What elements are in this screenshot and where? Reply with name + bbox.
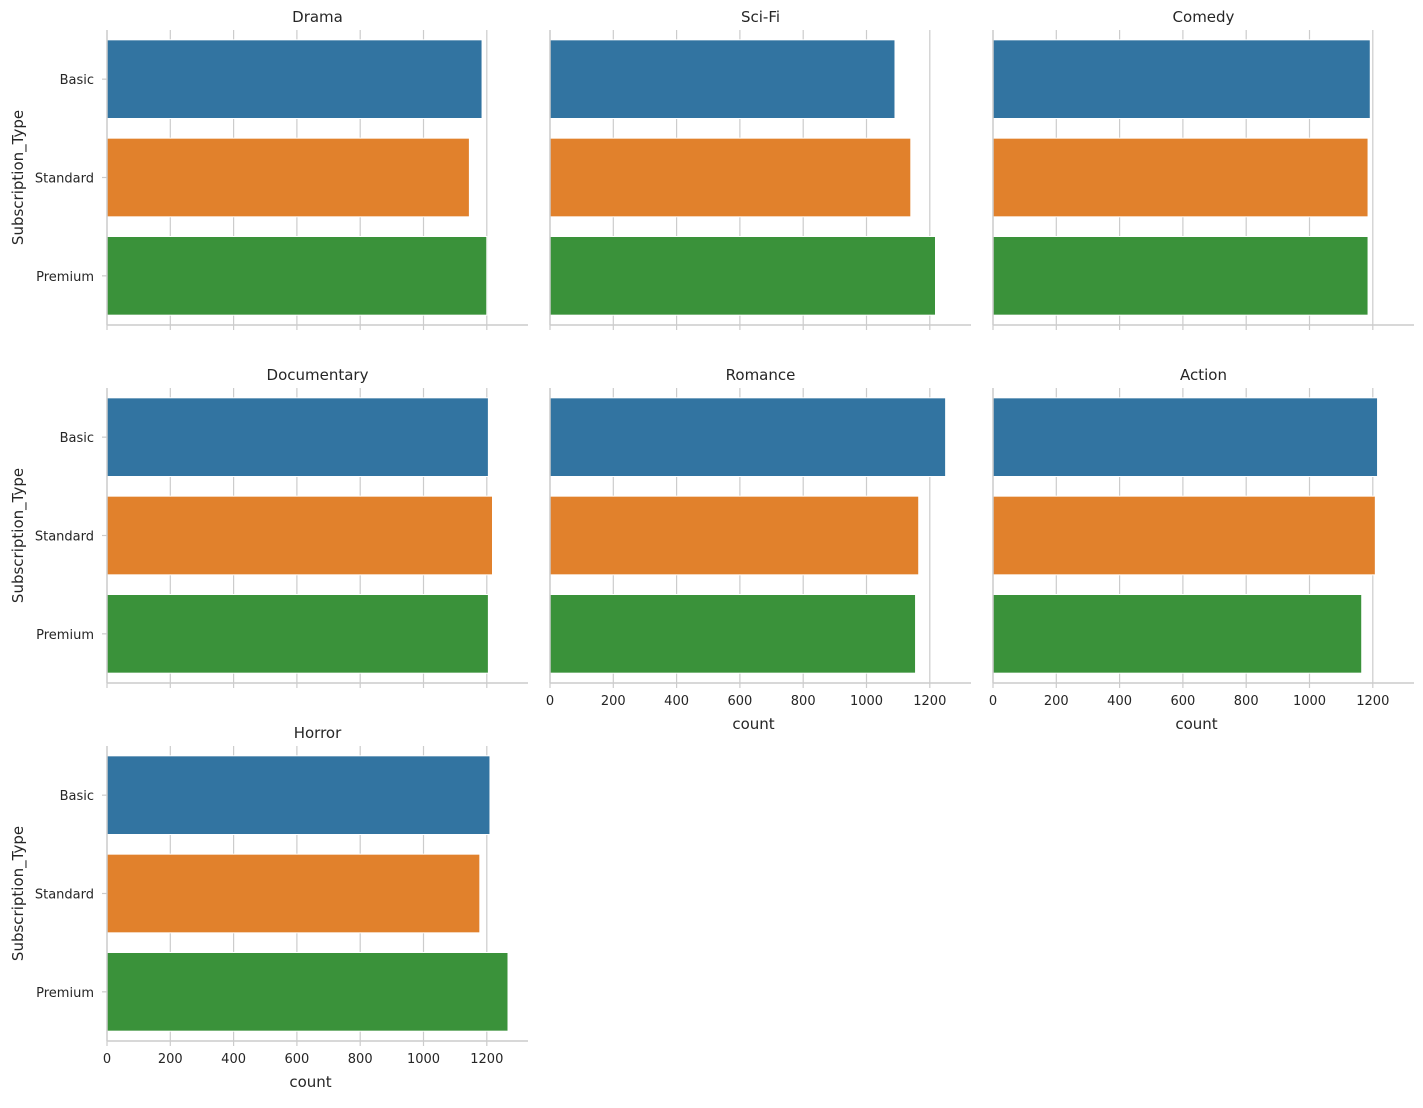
ytick-label-drama-basic: Basic — [60, 73, 94, 88]
ytick-label-horror-standard: Standard — [35, 888, 94, 903]
facet-title-comedy: Comedy — [1173, 8, 1235, 26]
bar-sci-fi-premium — [549, 236, 936, 316]
bar-comedy-standard — [992, 137, 1369, 218]
x-axis-title-romance: count — [732, 715, 774, 733]
xtick-label-action-1000: 1000 — [1293, 694, 1326, 709]
x-axis-title-horror: count — [289, 1073, 331, 1091]
x-axis-title-action: count — [1175, 715, 1217, 733]
bar-horror-premium — [106, 952, 509, 1032]
bar-comedy-basic — [992, 39, 1371, 119]
bar-documentary-standard — [106, 495, 493, 576]
facet-title-documentary: Documentary — [267, 366, 369, 384]
facet-title-romance: Romance — [726, 366, 796, 384]
xtick-label-horror-800: 800 — [348, 1052, 373, 1067]
bar-horror-basic — [106, 755, 491, 835]
facet-title-drama: Drama — [292, 8, 343, 26]
ytick-label-documentary-premium: Premium — [36, 628, 94, 643]
bar-romance-premium — [549, 594, 917, 674]
ytick-label-drama-premium: Premium — [36, 270, 94, 285]
ytick-label-drama-standard: Standard — [35, 172, 94, 187]
xtick-label-action-0: 0 — [989, 694, 997, 709]
ytick-label-documentary-standard: Standard — [35, 530, 94, 545]
xtick-label-action-600: 600 — [1170, 694, 1195, 709]
xtick-label-romance-400: 400 — [664, 694, 689, 709]
xtick-label-romance-600: 600 — [727, 694, 752, 709]
xtick-label-action-400: 400 — [1107, 694, 1132, 709]
xtick-label-horror-400: 400 — [221, 1052, 246, 1067]
bar-drama-basic — [106, 39, 483, 119]
bar-comedy-premium — [992, 236, 1369, 316]
ytick-label-horror-premium: Premium — [36, 986, 94, 1001]
xtick-label-romance-1200: 1200 — [913, 694, 946, 709]
facet-title-horror: Horror — [294, 724, 342, 742]
xtick-label-action-200: 200 — [1044, 694, 1069, 709]
xtick-label-romance-200: 200 — [601, 694, 626, 709]
bar-drama-premium — [106, 236, 488, 316]
xtick-label-horror-600: 600 — [284, 1052, 309, 1067]
bar-drama-standard — [106, 137, 470, 218]
xtick-label-horror-0: 0 — [103, 1052, 111, 1067]
bar-horror-standard — [106, 853, 481, 934]
xtick-label-horror-1000: 1000 — [407, 1052, 440, 1067]
bar-action-basic — [992, 397, 1379, 478]
xtick-label-romance-0: 0 — [546, 694, 554, 709]
y-axis-title-documentary: Subscription_Type — [9, 468, 28, 603]
xtick-label-romance-1000: 1000 — [850, 694, 883, 709]
y-axis-title-horror: Subscription_Type — [9, 826, 28, 961]
xtick-label-horror-1200: 1200 — [470, 1052, 503, 1067]
xtick-label-romance-800: 800 — [791, 694, 816, 709]
ytick-label-horror-basic: Basic — [60, 789, 94, 804]
bar-sci-fi-standard — [549, 137, 912, 218]
y-axis-title-drama: Subscription_Type — [9, 110, 28, 245]
bar-romance-basic — [549, 397, 947, 478]
bar-documentary-basic — [106, 397, 489, 478]
bar-romance-standard — [549, 495, 920, 576]
xtick-label-action-1200: 1200 — [1356, 694, 1389, 709]
facet-title-sci-fi: Sci-Fi — [741, 8, 780, 26]
facet-title-action: Action — [1180, 366, 1227, 384]
bar-action-standard — [992, 495, 1376, 576]
xtick-label-action-800: 800 — [1234, 694, 1259, 709]
ytick-label-documentary-basic: Basic — [60, 431, 94, 446]
xtick-label-horror-200: 200 — [158, 1052, 183, 1067]
bar-sci-fi-basic — [549, 39, 896, 119]
bar-action-premium — [992, 594, 1363, 674]
bar-documentary-premium — [106, 594, 489, 674]
